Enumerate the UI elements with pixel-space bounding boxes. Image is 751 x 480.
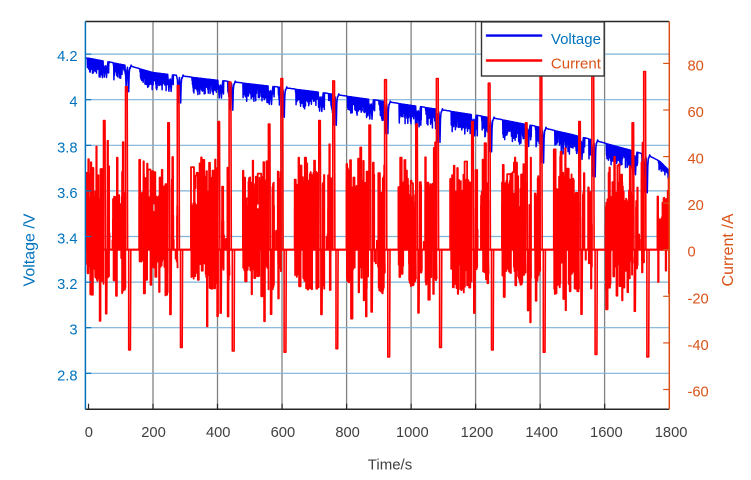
svg-text:Voltage: Voltage (551, 31, 601, 48)
svg-text:2.8: 2.8 (57, 368, 77, 384)
svg-text:1200: 1200 (461, 425, 494, 441)
svg-text:1400: 1400 (525, 425, 558, 441)
svg-text:400: 400 (206, 425, 231, 441)
svg-text:1600: 1600 (590, 425, 623, 441)
svg-text:0: 0 (688, 245, 696, 261)
svg-text:Voltage /V: Voltage /V (22, 213, 39, 286)
svg-text:800: 800 (335, 425, 360, 441)
svg-text:-60: -60 (688, 385, 709, 401)
svg-text:600: 600 (271, 425, 296, 441)
svg-text:Current /A: Current /A (720, 213, 737, 286)
svg-text:1800: 1800 (655, 425, 688, 441)
svg-text:20: 20 (688, 198, 704, 214)
svg-text:3.4: 3.4 (57, 232, 77, 248)
svg-text:4.2: 4.2 (57, 49, 77, 65)
svg-text:-40: -40 (688, 338, 709, 354)
svg-text:200: 200 (141, 425, 166, 441)
svg-text:4: 4 (69, 95, 77, 111)
svg-text:-20: -20 (688, 291, 709, 307)
svg-text:80: 80 (688, 58, 704, 74)
svg-text:0: 0 (85, 425, 93, 441)
svg-text:60: 60 (688, 105, 704, 121)
svg-text:3.6: 3.6 (57, 186, 77, 202)
svg-text:3: 3 (69, 323, 77, 339)
svg-text:1000: 1000 (396, 425, 429, 441)
svg-text:3.8: 3.8 (57, 140, 77, 156)
svg-text:Current: Current (551, 56, 602, 73)
svg-text:3.2: 3.2 (57, 277, 77, 293)
svg-text:40: 40 (688, 152, 704, 168)
svg-text:Time/s: Time/s (368, 456, 412, 473)
